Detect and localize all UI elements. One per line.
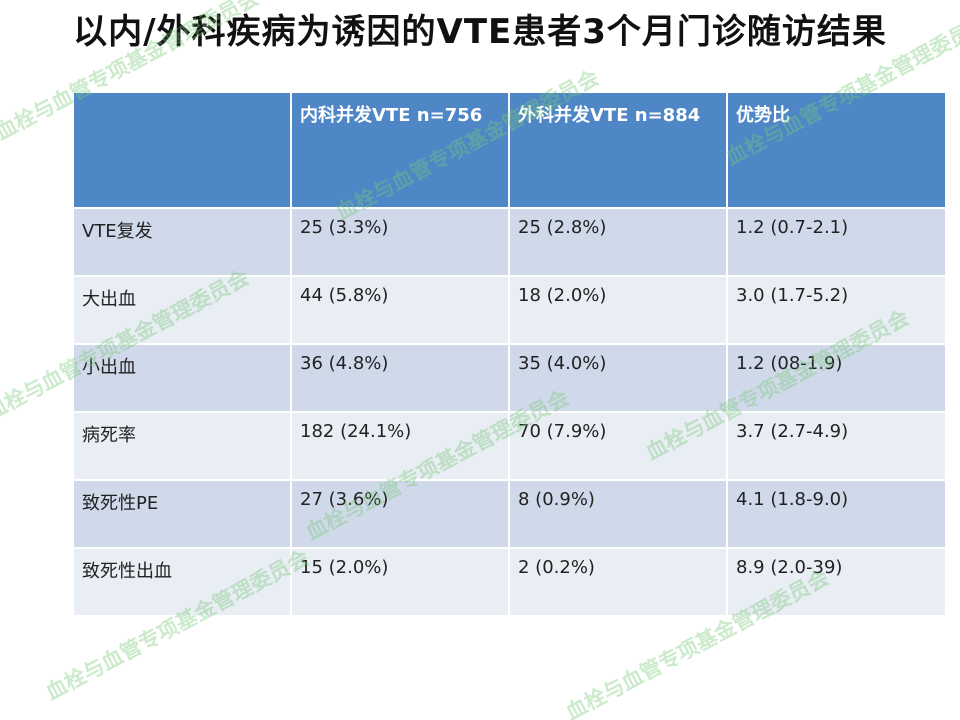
odds-ratio-value: 4.1 (1.8-9.0)	[726, 479, 947, 549]
surgical-value: 70 (7.9%)	[508, 411, 728, 481]
medical-value: 182 (24.1%)	[290, 411, 510, 481]
row-label: VTE复发	[72, 207, 292, 277]
row-label: 病死率	[72, 411, 292, 481]
surgical-value: 2 (0.2%)	[508, 547, 728, 617]
odds-ratio-value: 3.7 (2.7-4.9)	[726, 411, 947, 481]
header-cell-odds-ratio: 优势比	[726, 91, 947, 209]
table-row: 病死率 182 (24.1%) 70 (7.9%) 3.7 (2.7-4.9)	[72, 411, 947, 481]
odds-ratio-value: 1.2 (0.7-2.1)	[726, 207, 947, 277]
header-cell-medical: 内科并发VTE n=756	[290, 91, 510, 209]
row-label: 致死性出血	[72, 547, 292, 617]
odds-ratio-value: 8.9 (2.0-39)	[726, 547, 947, 617]
slide-title: 以内/外科疾病为诱因的VTE患者3个月门诊随访结果	[73, 12, 887, 52]
header-cell-surgical: 外科并发VTE n=884	[508, 91, 728, 209]
table-row: 大出血 44 (5.8%) 18 (2.0%) 3.0 (1.7-5.2)	[72, 275, 947, 345]
row-label: 致死性PE	[72, 479, 292, 549]
results-table: 内科并发VTE n=756 外科并发VTE n=884 优势比 VTE复发 25…	[72, 91, 947, 617]
surgical-value: 18 (2.0%)	[508, 275, 728, 345]
table-row: 致死性PE 27 (3.6%) 8 (0.9%) 4.1 (1.8-9.0)	[72, 479, 947, 549]
header-cell-empty	[72, 91, 292, 209]
medical-value: 25 (3.3%)	[290, 207, 510, 277]
surgical-value: 25 (2.8%)	[508, 207, 728, 277]
medical-value: 36 (4.8%)	[290, 343, 510, 413]
medical-value: 27 (3.6%)	[290, 479, 510, 549]
table-row: 小出血 36 (4.8%) 35 (4.0%) 1.2 (08-1.9)	[72, 343, 947, 413]
row-label: 大出血	[72, 275, 292, 345]
table-row: VTE复发 25 (3.3%) 25 (2.8%) 1.2 (0.7-2.1)	[72, 207, 947, 277]
medical-value: 15 (2.0%)	[290, 547, 510, 617]
table-header-row: 内科并发VTE n=756 外科并发VTE n=884 优势比	[72, 91, 947, 209]
medical-value: 44 (5.8%)	[290, 275, 510, 345]
surgical-value: 8 (0.9%)	[508, 479, 728, 549]
odds-ratio-value: 3.0 (1.7-5.2)	[726, 275, 947, 345]
table-row: 致死性出血 15 (2.0%) 2 (0.2%) 8.9 (2.0-39)	[72, 547, 947, 617]
row-label: 小出血	[72, 343, 292, 413]
surgical-value: 35 (4.0%)	[508, 343, 728, 413]
odds-ratio-value: 1.2 (08-1.9)	[726, 343, 947, 413]
